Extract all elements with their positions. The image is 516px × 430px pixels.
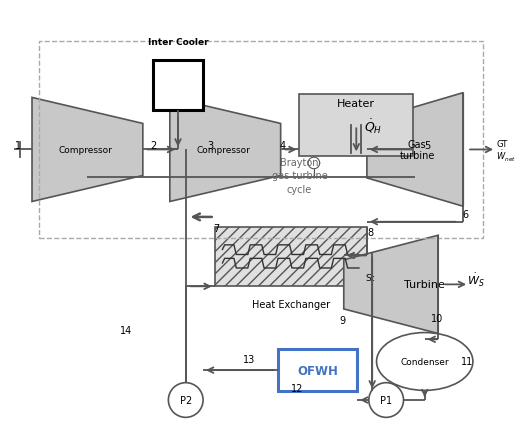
- Text: St: St: [365, 273, 375, 283]
- Text: turbine: turbine: [399, 151, 434, 161]
- Text: $\dot{W}_{net}$: $\dot{W}_{net}$: [496, 148, 516, 163]
- Ellipse shape: [168, 383, 203, 418]
- Ellipse shape: [369, 383, 404, 418]
- Text: 12: 12: [292, 383, 304, 393]
- Text: 6: 6: [462, 210, 468, 220]
- Text: 14: 14: [120, 325, 132, 335]
- Text: Condenser: Condenser: [400, 357, 449, 366]
- FancyBboxPatch shape: [278, 349, 357, 391]
- Text: 10: 10: [431, 313, 443, 323]
- Text: OFWH: OFWH: [297, 364, 338, 377]
- Bar: [299, 94, 413, 157]
- Text: P2: P2: [180, 395, 192, 405]
- Text: Heat Exchanger: Heat Exchanger: [252, 299, 330, 309]
- Text: 2: 2: [150, 141, 156, 150]
- Text: Turbine: Turbine: [405, 280, 445, 290]
- Text: P1: P1: [380, 395, 392, 405]
- Ellipse shape: [377, 333, 473, 390]
- Polygon shape: [32, 98, 143, 202]
- Text: Gas: Gas: [408, 139, 426, 149]
- Text: 9: 9: [340, 316, 346, 326]
- Text: 1: 1: [15, 141, 21, 150]
- Text: 13: 13: [243, 354, 255, 364]
- Text: Compressor: Compressor: [197, 146, 250, 155]
- Bar: [153, 61, 203, 111]
- Text: 5: 5: [425, 141, 431, 150]
- Polygon shape: [170, 98, 281, 202]
- Text: $\dot{W}_S$: $\dot{W}_S$: [467, 271, 485, 289]
- Polygon shape: [344, 236, 438, 334]
- Text: 8: 8: [368, 227, 374, 237]
- Polygon shape: [367, 93, 463, 207]
- Text: $\dot{Q}_H$: $\dot{Q}_H$: [364, 117, 382, 135]
- Bar: [215, 227, 367, 287]
- Text: GT: GT: [497, 140, 508, 149]
- Text: 11: 11: [461, 356, 473, 366]
- Text: Inter Cooler: Inter Cooler: [148, 38, 208, 47]
- Text: 4: 4: [280, 141, 286, 150]
- Bar: [39, 41, 482, 239]
- Text: Heater: Heater: [337, 99, 375, 109]
- Text: Brayton
gas turbine
cycle: Brayton gas turbine cycle: [271, 158, 327, 194]
- Text: 7: 7: [214, 223, 220, 233]
- Text: 3: 3: [208, 141, 214, 150]
- Text: Compressor: Compressor: [58, 146, 112, 155]
